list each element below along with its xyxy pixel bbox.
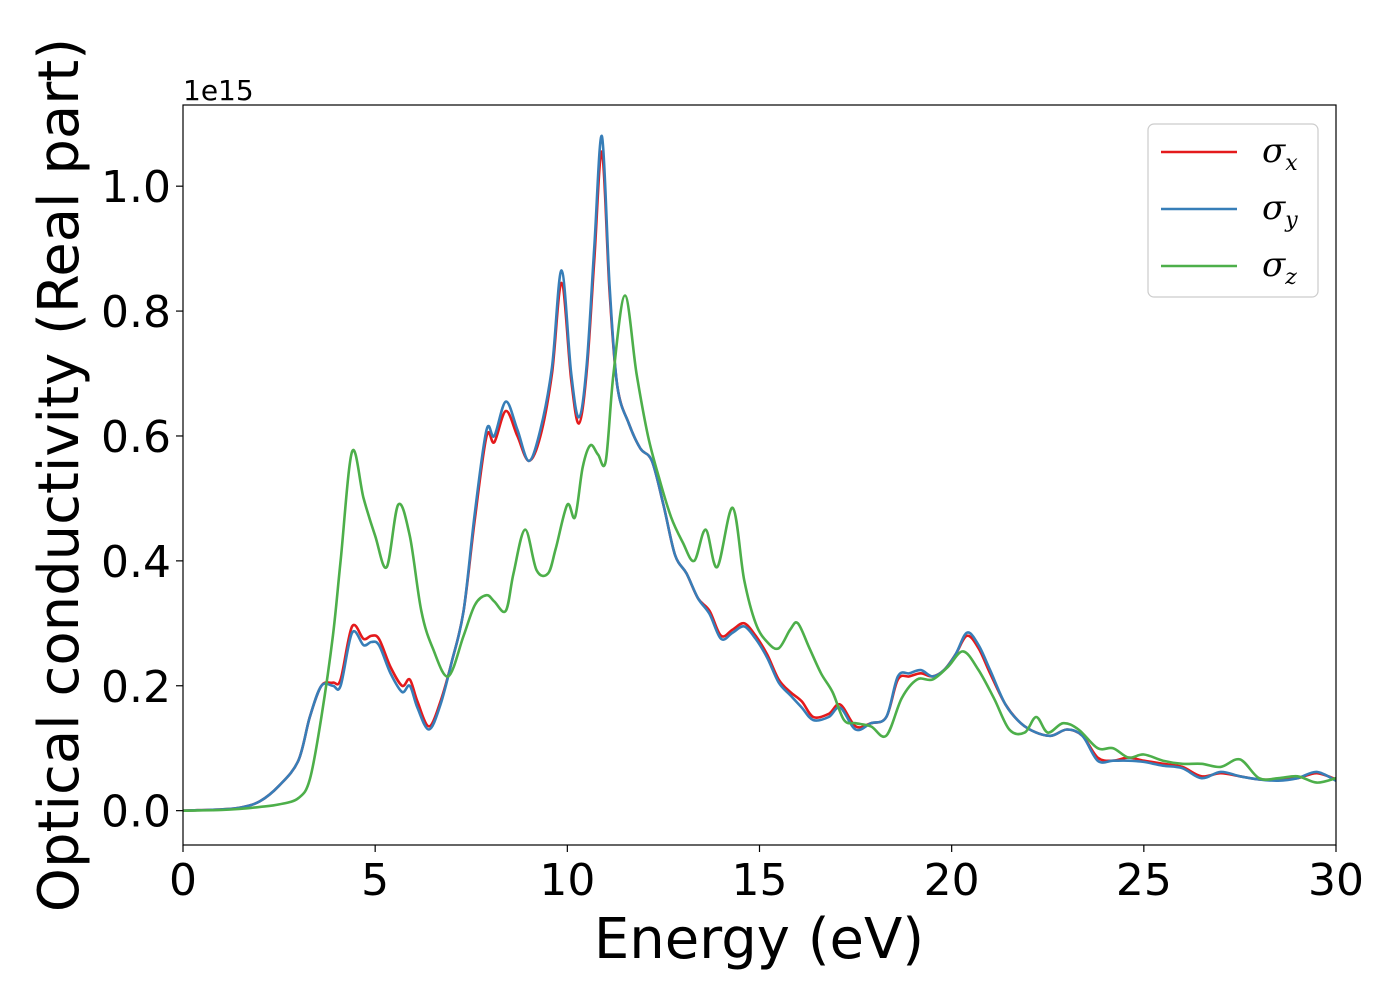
y-tick-label: 0.4 [101,537,171,588]
x-tick-label: 5 [361,855,389,906]
x-tick-label: 30 [1308,855,1364,906]
y-tick-label: 0.0 [101,787,171,838]
legend-box [1147,123,1319,298]
y-tick-label: 1.0 [101,162,171,213]
x-tick-label: 10 [539,855,595,906]
y-tick-label: 0.2 [101,662,171,713]
series-line-y [182,134,1337,812]
x-axis-ticks: 0 5 10 15 20 25 30 [169,845,1364,906]
series-lines [182,134,1337,812]
y-tick-label: 0.6 [101,412,171,463]
x-axis-label: Energy (eV) [594,907,924,972]
legend: σx σy σz [1147,123,1319,298]
y-tick-label: 0.8 [101,287,171,338]
x-tick-label: 15 [732,855,788,906]
y-axis-label: Optical conductivity (Real part) [27,38,92,912]
legend-label-y: σy [1262,188,1298,233]
x-tick-label: 25 [1116,855,1172,906]
y-offset-label: 1e15 [183,74,254,107]
legend-label-x: σx [1262,131,1298,176]
x-tick-label: 0 [169,855,197,906]
legend-label-z: σz [1262,245,1297,290]
series-line-z [182,294,1337,812]
y-axis-ticks: 0.0 0.2 0.4 0.6 0.8 1.0 [101,162,183,838]
x-tick-label: 20 [924,855,980,906]
